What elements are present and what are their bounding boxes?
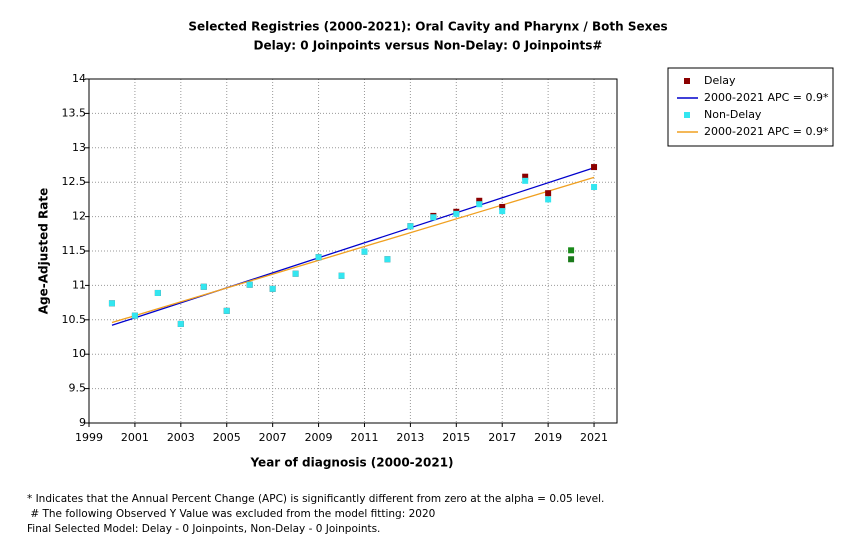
- x-tick-label: 2007: [259, 431, 287, 444]
- data-point: [453, 210, 460, 217]
- legend-swatch: [684, 78, 690, 84]
- x-tick-label: 2003: [167, 431, 195, 444]
- data-point: [545, 196, 552, 203]
- data-point: [499, 203, 506, 210]
- data-point: [269, 285, 276, 292]
- data-point: [476, 197, 483, 204]
- data-point: [568, 247, 575, 254]
- data-point: [591, 164, 598, 171]
- data-point: [407, 223, 414, 230]
- x-tick-label: 2021: [580, 431, 608, 444]
- y-tick-label: 11.5: [62, 244, 87, 257]
- x-tick-label: 2009: [305, 431, 333, 444]
- x-tick-label: 2005: [213, 431, 241, 444]
- y-tick-label: 12: [72, 210, 86, 223]
- y-tick-label: 13: [72, 141, 86, 154]
- footnote: Final Selected Model: Delay - 0 Joinpoin…: [27, 523, 380, 535]
- y-tick-label: 12.5: [62, 175, 87, 188]
- data-point: [522, 177, 529, 184]
- legend-box: [667, 67, 834, 147]
- y-tick-label: 9.5: [69, 382, 87, 395]
- y-tick-label: 14: [72, 72, 86, 85]
- data-point: [154, 289, 161, 296]
- y-tick-label: 13.5: [62, 106, 87, 119]
- chart-title: Selected Registries (2000-2021): Oral Ca…: [188, 20, 667, 34]
- y-tick-label: 11: [72, 278, 86, 291]
- x-tick-label: 1999: [75, 431, 103, 444]
- data-point: [108, 300, 115, 307]
- data-point: [430, 214, 437, 221]
- data-point: [499, 208, 506, 215]
- x-tick-label: 2013: [396, 431, 424, 444]
- data-point: [338, 272, 345, 279]
- x-tick-label: 2017: [488, 431, 516, 444]
- data-point: [522, 173, 529, 180]
- legend-swatch: [684, 112, 690, 118]
- data-point: [131, 312, 138, 319]
- data-point: [246, 281, 253, 288]
- data-point: [476, 201, 483, 208]
- chart-subtitle: Delay: 0 Joinpoints versus Non-Delay: 0 …: [254, 39, 603, 53]
- x-tick-label: 2019: [534, 431, 562, 444]
- data-point: [223, 307, 230, 314]
- data-point: [384, 256, 391, 263]
- data-point: [177, 320, 184, 327]
- x-tick-label: 2001: [121, 431, 149, 444]
- data-point: [315, 254, 322, 261]
- legend-label: 2000-2021 APC = 0.9*: [704, 91, 829, 104]
- data-point: [292, 270, 299, 277]
- y-axis-label: Age-Adjusted Rate: [37, 188, 51, 315]
- data-point: [545, 190, 552, 197]
- data-point: [361, 248, 368, 255]
- legend-label: Non-Delay: [704, 108, 762, 121]
- footnote: * Indicates that the Annual Percent Chan…: [27, 493, 604, 505]
- x-tick-label: 2015: [442, 431, 470, 444]
- x-axis-label: Year of diagnosis (2000-2021): [249, 456, 453, 470]
- x-tick-label: 2011: [350, 431, 378, 444]
- fit-line: [111, 167, 595, 326]
- plot-border: [88, 78, 618, 424]
- legend-label: 2000-2021 APC = 0.9*: [704, 125, 829, 138]
- legend-label: Delay: [704, 74, 736, 87]
- footnote: # The following Observed Y Value was exc…: [27, 508, 435, 520]
- y-tick-label: 10.5: [62, 313, 87, 326]
- y-tick-label: 9: [79, 416, 86, 429]
- y-tick-label: 10: [72, 347, 86, 360]
- data-point: [568, 256, 575, 263]
- fit-line: [111, 176, 595, 324]
- data-point: [200, 283, 207, 290]
- data-point: [591, 184, 598, 191]
